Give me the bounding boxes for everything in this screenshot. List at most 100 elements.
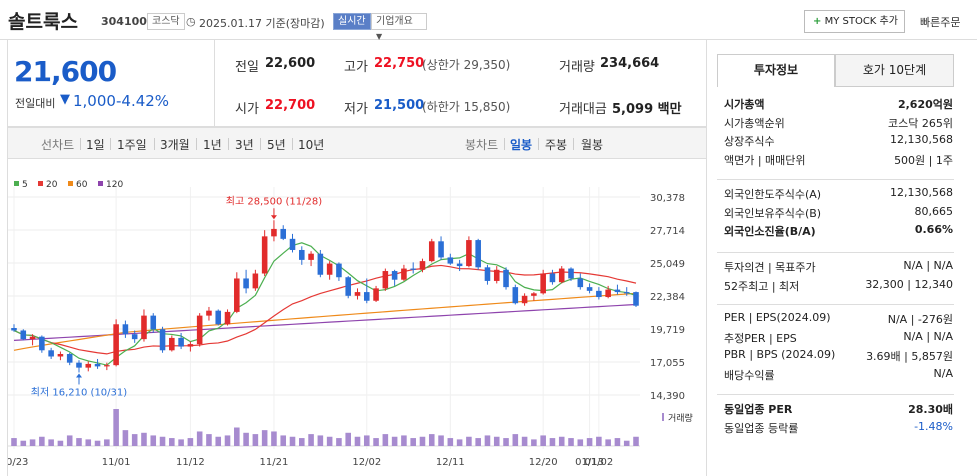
candle-body: [224, 311, 231, 325]
candle-body: [326, 263, 333, 275]
info-key[interactable]: 외국인소진율(B/A): [724, 225, 816, 238]
volume-bar: [568, 438, 574, 446]
info-key[interactable]: PER | EPS(2024.09): [724, 311, 831, 324]
tab-hoga-10[interactable]: 호가 10단계: [835, 54, 954, 87]
candle-monthly[interactable]: 월봉: [581, 138, 604, 152]
lower-limit: (하한가 15,850): [422, 100, 511, 114]
info-key[interactable]: 외국인한도주식수(A): [724, 188, 822, 201]
price-chart[interactable]: 5 20 60 120 30,378 27,714 25,049 22,384 19,719 17…: [7, 159, 707, 476]
open-value: 22,700: [265, 98, 316, 113]
amount-value: 5,099 백만: [612, 102, 682, 117]
quick-order-button[interactable]: 빠른주문: [920, 16, 961, 29]
chart-canvas: 5 20 60 120 30,378 27,714 25,049 22,384 19,719 17…: [8, 180, 693, 468]
candle-body: [419, 261, 426, 270]
volume-bar: [475, 438, 481, 446]
volume-bar: [11, 438, 17, 446]
volume-bar: [104, 439, 110, 446]
invest-info-panel: 투자정보 호가 10단계 시가총액 2,620억원 시가총액순위 코스닥 265위 상장…: [717, 54, 954, 476]
info-value: 32,300 | 12,340: [865, 277, 953, 291]
company-info-label: 기업개요: [376, 16, 413, 27]
info-row: 동일업종 PER 28.30배: [724, 401, 953, 419]
volume-bar: [317, 435, 324, 446]
period-3y[interactable]: 3년: [235, 138, 254, 152]
candle-body: [605, 289, 611, 298]
volume-bar: [141, 432, 147, 446]
y-tick-label: 14,390: [650, 391, 685, 402]
mystock-add-button[interactable]: + MY STOCK 추가: [804, 10, 905, 33]
period-1d[interactable]: 1일: [86, 138, 105, 152]
candle-body: [85, 363, 92, 368]
candle-body: [113, 324, 119, 366]
candle-weekly[interactable]: 주봉: [545, 138, 568, 152]
candle-body: [261, 236, 268, 274]
company-info-dropdown[interactable]: 기업개요 ▼: [371, 13, 427, 41]
x-tick-label: 11/12: [176, 457, 205, 468]
period-bar: 선차트 1일 1주일 3개월 1년 3년 5년 10년 봉차트 일봉 주봉 월봉: [7, 127, 707, 159]
volume-bar: [85, 439, 92, 446]
candle-body: [141, 315, 147, 340]
info-row: 외국인한도주식수(A) 12,130,568: [724, 186, 953, 204]
volume-bar: [354, 436, 361, 446]
high-value: 22,750: [374, 56, 425, 71]
info-key[interactable]: 시가총액순위: [724, 116, 785, 130]
tab-invest-info[interactable]: 투자정보: [717, 54, 835, 87]
volume-bar: [614, 438, 621, 446]
legend-swatch: [68, 181, 73, 186]
volume-bar: [66, 435, 73, 446]
x-tick-label: 01/13: [575, 457, 604, 468]
amount-label: 거래대금: [559, 102, 607, 117]
info-key[interactable]: 외국인보유주식수(B): [724, 206, 822, 220]
candle-body: [317, 253, 324, 275]
candle-body: [29, 336, 36, 340]
max-price-label: 최고 28,500 (11/28): [226, 195, 322, 207]
info-value: N/A: [933, 366, 953, 380]
volume-bar: [169, 438, 175, 446]
candle-body: [428, 241, 435, 262]
info-value: 80,665: [914, 204, 954, 218]
info-key[interactable]: 배당수익률: [724, 368, 775, 382]
mystock-label: MY STOCK 추가: [824, 16, 898, 27]
info-key[interactable]: 투자의견 | 목표주가: [724, 261, 816, 274]
info-key[interactable]: 동일업종 PER: [724, 403, 793, 416]
volume-bar: [438, 435, 444, 446]
candle-body: [196, 315, 203, 345]
volume-bar: [243, 432, 249, 446]
realtime-button[interactable]: 실시간: [333, 13, 371, 30]
line-chart-label: 선차트: [41, 138, 75, 152]
x-tick-label: 12/02: [352, 457, 381, 468]
y-tick-label: 17,055: [650, 358, 685, 369]
volume-bar: [122, 430, 129, 446]
candle-body: [206, 310, 212, 316]
info-row: 투자의견 | 목표주가 N/A | N/A: [724, 259, 953, 277]
candle-body: [215, 310, 222, 325]
volume-bar: [326, 436, 333, 446]
candle-body: [336, 263, 342, 278]
volume-bar: [57, 440, 64, 446]
period-3m[interactable]: 3개월: [160, 138, 190, 152]
candle-daily[interactable]: 일봉: [510, 138, 533, 152]
candle-body: [159, 329, 166, 351]
info-key[interactable]: PBR | BPS (2024.09): [724, 348, 836, 361]
info-key[interactable]: 시가총액: [724, 98, 765, 111]
info-key[interactable]: 동일업종 등락률: [724, 421, 799, 435]
period-10y[interactable]: 10년: [298, 138, 325, 152]
stock-code: 304100: [101, 15, 147, 28]
volume-bar: [466, 436, 472, 446]
info-key[interactable]: 상장주식수: [724, 135, 775, 148]
candle-body: [308, 253, 314, 260]
volume-bar: [558, 436, 565, 446]
volume-bar: [391, 436, 398, 446]
period-1y[interactable]: 1년: [203, 138, 222, 152]
high-label: 고가: [344, 60, 368, 75]
info-key[interactable]: 추정PER | EPS: [724, 331, 797, 345]
period-5y[interactable]: 5년: [267, 138, 286, 152]
info-key[interactable]: 액면가 | 매매단위: [724, 153, 806, 167]
info-row: PER | EPS(2024.09) N/A | -276원: [724, 311, 953, 329]
period-1w[interactable]: 1주일: [117, 138, 147, 152]
volume-bar: [178, 439, 184, 446]
volume-bar: [401, 435, 407, 446]
candle-body: [391, 271, 398, 280]
info-key[interactable]: 52주최고 | 최저: [724, 279, 800, 293]
y-tick-label: 30,378: [650, 193, 685, 204]
info-row: 액면가 | 매매단위 500원 | 1주: [724, 152, 953, 170]
